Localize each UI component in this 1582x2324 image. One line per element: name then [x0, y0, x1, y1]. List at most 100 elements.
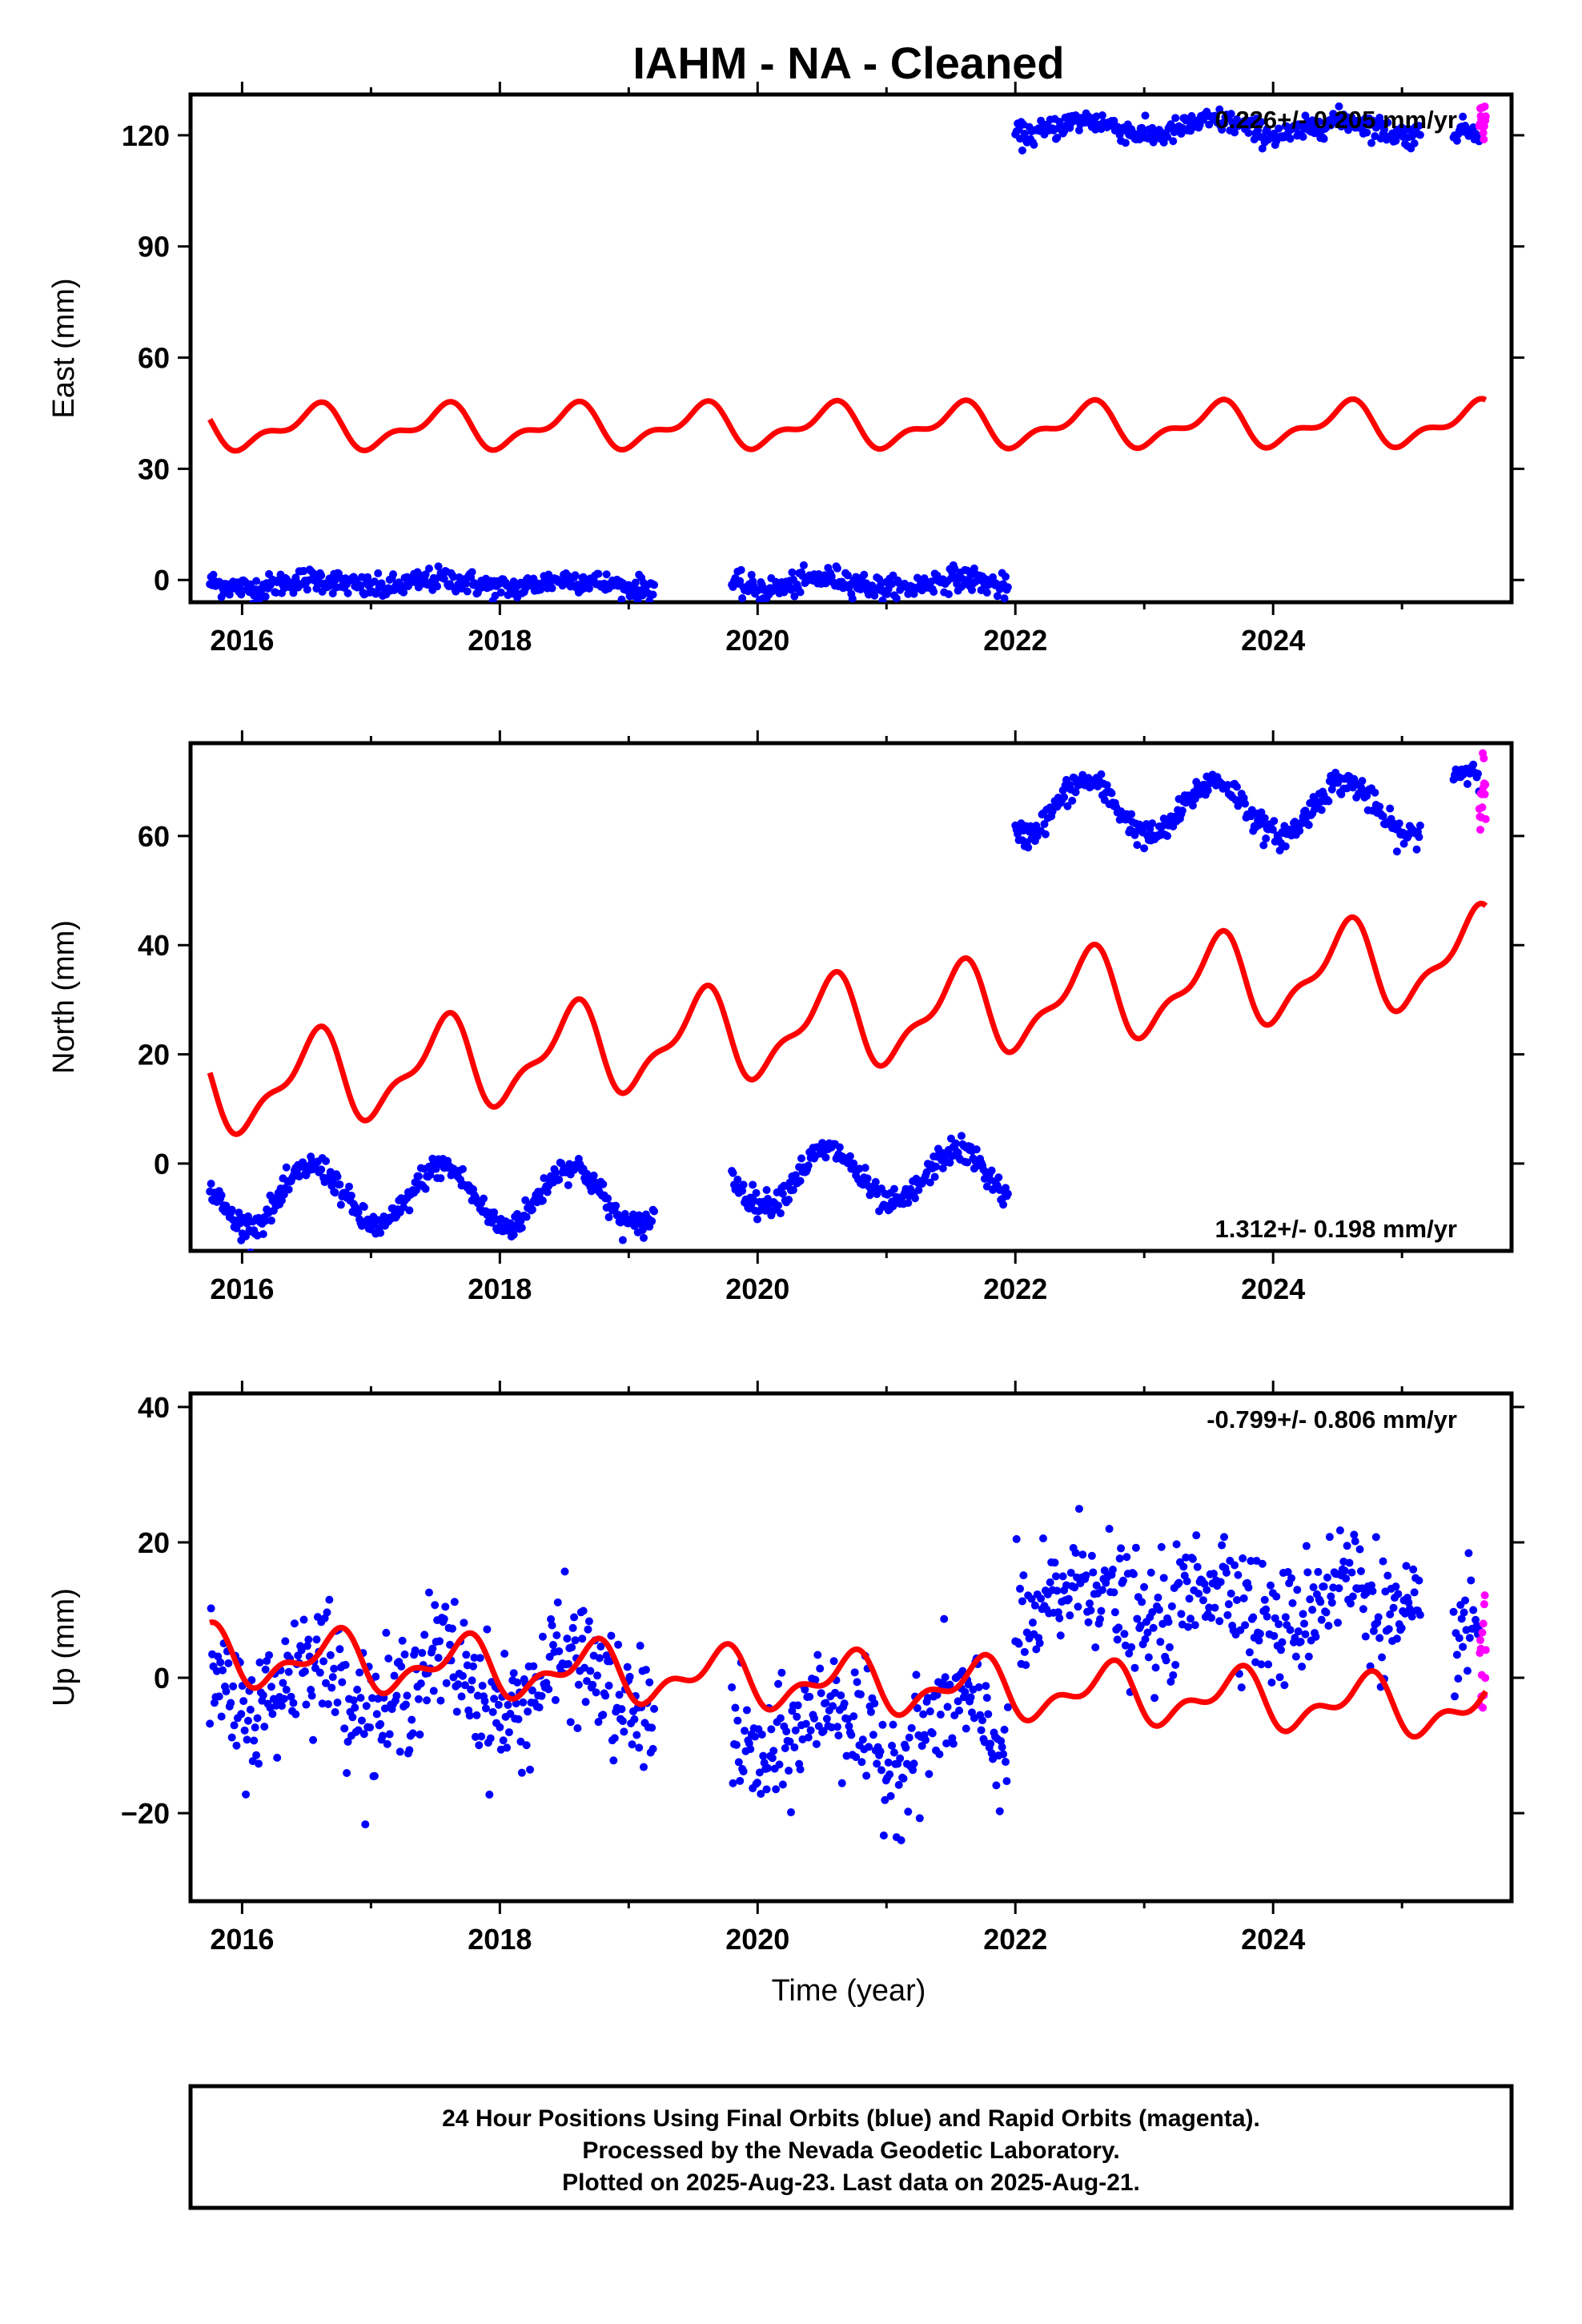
final-orbit-point — [1098, 1586, 1106, 1594]
final-orbit-point — [1203, 1586, 1211, 1594]
final-orbit-point — [1258, 144, 1267, 153]
final-orbit-point — [548, 584, 556, 593]
final-orbit-point — [1022, 1661, 1030, 1670]
final-orbit-point — [620, 1727, 628, 1736]
final-orbit-point — [774, 1201, 783, 1210]
final-orbit-point — [827, 1723, 836, 1731]
final-orbit-point — [414, 1695, 423, 1703]
final-orbit-point — [892, 594, 901, 602]
final-orbit-point — [1245, 1648, 1254, 1657]
final-orbit-point — [548, 1621, 556, 1630]
final-orbit-point — [1143, 1628, 1152, 1637]
final-orbit-point — [636, 1214, 644, 1223]
final-orbit-point — [1374, 1613, 1383, 1622]
final-orbit-point — [268, 1710, 277, 1719]
final-orbit-point — [1178, 806, 1186, 815]
final-orbit-point — [1275, 846, 1284, 854]
final-orbit-point — [494, 1700, 503, 1709]
final-orbit-point — [454, 1680, 463, 1689]
final-orbit-point — [1415, 122, 1423, 131]
final-orbit-point — [774, 1679, 783, 1688]
final-orbit-point — [822, 1715, 831, 1723]
final-orbit-point — [1121, 139, 1130, 147]
final-orbit-point — [1270, 817, 1279, 826]
final-orbit-point — [768, 1754, 777, 1763]
rapid-orbit-point — [1480, 1591, 1489, 1600]
final-orbit-point — [733, 1175, 742, 1184]
final-orbit-point — [1110, 116, 1118, 125]
final-orbit-point — [941, 1673, 950, 1682]
final-orbit-point — [998, 1743, 1006, 1751]
final-orbit-point — [610, 1734, 619, 1743]
final-orbit-point — [1163, 831, 1172, 840]
up-rate-label: -0.799+/- 0.806 mm/yr — [1207, 1405, 1457, 1433]
final-orbit-point — [930, 587, 938, 596]
final-orbit-point — [736, 577, 745, 585]
final-orbit-point — [568, 1643, 576, 1652]
final-orbit-point — [1074, 1602, 1082, 1611]
final-orbit-point — [307, 1686, 315, 1695]
final-orbit-point — [1068, 796, 1077, 805]
final-orbit-point — [729, 1779, 737, 1787]
final-orbit-point — [370, 1771, 379, 1780]
final-orbit-point — [837, 1779, 846, 1787]
final-orbit-point — [648, 1216, 656, 1225]
final-orbit-point — [781, 1743, 789, 1752]
final-orbit-point — [785, 1767, 793, 1775]
final-orbit-point — [1014, 1639, 1023, 1648]
final-orbit-point — [1359, 1605, 1367, 1614]
final-orbit-point — [1463, 780, 1472, 789]
final-orbit-point — [782, 1727, 791, 1736]
final-orbit-point — [302, 1700, 311, 1709]
final-orbit-point — [219, 1666, 227, 1675]
final-orbit-point — [1410, 139, 1419, 148]
final-orbit-point — [343, 589, 352, 597]
final-orbit-point — [884, 1758, 893, 1767]
final-orbit-point — [1410, 1588, 1419, 1597]
final-orbit-point — [1182, 1577, 1191, 1586]
final-orbit-point — [232, 1741, 241, 1750]
final-orbit-point — [552, 1631, 561, 1640]
final-orbit-point — [1114, 1623, 1123, 1632]
final-orbit-point — [833, 564, 841, 573]
final-orbit-point — [796, 1765, 805, 1774]
final-orbit-point — [870, 1699, 879, 1708]
final-orbit-point — [982, 1694, 991, 1703]
final-orbit-point — [1154, 1593, 1162, 1602]
final-orbit-point — [1371, 788, 1379, 797]
final-orbit-point — [987, 1166, 996, 1175]
final-orbit-point — [273, 1753, 282, 1762]
final-orbit-point — [1234, 1570, 1243, 1579]
final-orbit-point — [835, 1143, 844, 1152]
final-orbit-point — [861, 1164, 869, 1172]
final-orbit-point — [418, 1649, 427, 1658]
final-orbit-point — [909, 1759, 918, 1768]
final-orbit-point — [1066, 1611, 1074, 1620]
rapid-orbit-point — [1478, 1628, 1487, 1637]
final-orbit-point — [279, 1679, 287, 1687]
final-orbit-point — [480, 1194, 488, 1203]
east-model-curve — [207, 396, 1488, 454]
final-orbit-point — [247, 1248, 255, 1251]
final-orbit-point — [259, 1230, 267, 1239]
final-orbit-point — [954, 1697, 962, 1706]
final-orbit-point — [1200, 1579, 1209, 1588]
final-orbit-point — [926, 1178, 934, 1187]
final-orbit-point — [544, 1685, 553, 1694]
final-orbit-point — [1451, 1692, 1460, 1701]
final-orbit-point — [1257, 1660, 1266, 1669]
final-orbit-point — [1392, 847, 1401, 856]
final-orbit-point — [1459, 1642, 1468, 1651]
final-orbit-point — [1277, 1646, 1286, 1655]
final-orbit-point — [764, 1763, 773, 1772]
rapid-orbit-point — [1476, 1636, 1484, 1645]
final-orbit-point — [1169, 137, 1178, 146]
final-orbit-point — [1130, 1663, 1139, 1672]
x-tick-label: 2024 — [1241, 1923, 1305, 1956]
final-orbit-point — [607, 1631, 616, 1640]
final-orbit-point — [1000, 1725, 1009, 1734]
final-orbit-point — [319, 1657, 328, 1666]
final-orbit-point — [323, 1608, 331, 1617]
final-orbit-point — [581, 1698, 590, 1707]
y-tick-label: 60 — [138, 820, 170, 853]
